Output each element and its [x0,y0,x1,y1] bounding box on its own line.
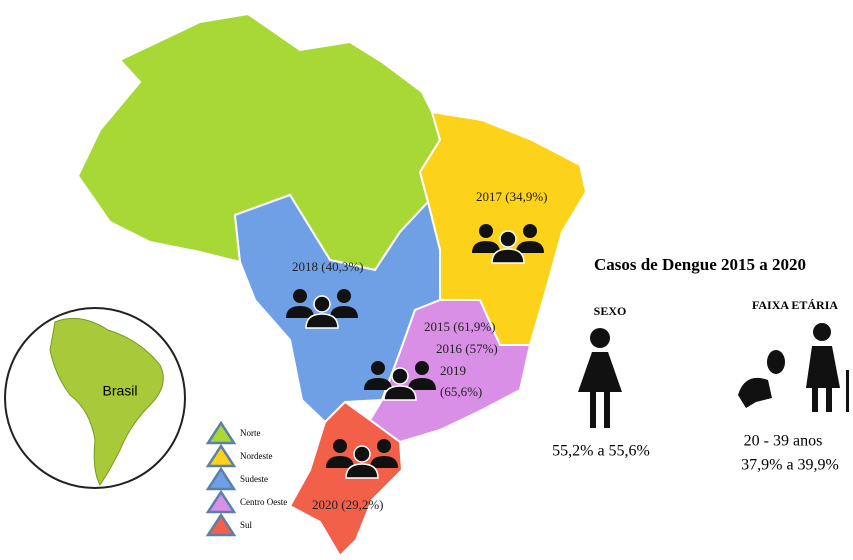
region-sudeste [368,299,532,444]
map-label: 2019 [440,363,466,378]
map-label: 2016 (57%) [436,341,498,356]
legend-label: Sudeste [240,474,268,484]
sexo-value: 55,2% a 55,6% [552,443,650,460]
inset-map: Brasil [4,307,186,489]
legend-swatch [205,443,237,468]
map-label: (65,6%) [440,384,482,399]
faixa-heading: FAIXA ETÁRIA [752,298,838,312]
map-label: 2017 (34,9%) [476,189,548,204]
legend-label: Sul [240,520,253,530]
sexo-heading: SEXO [594,304,627,318]
legend-swatch [205,466,237,491]
legend-swatch [205,420,237,445]
inset-label: Brasil [102,383,137,399]
map-label: 2020 (29,2%) [312,497,384,512]
legend-label: Centro Oeste [240,497,287,507]
region-sul [288,400,404,558]
map-label: 2018 (40,3%) [292,259,364,274]
map-label: 2015 (61,9%) [424,319,496,334]
brazil-map [76,12,588,558]
legend-swatch [205,489,237,514]
age-icons [738,323,849,412]
title: Casos de Dengue 2015 a 2020 [594,255,806,274]
faixa-range: 20 - 39 anos [744,433,823,450]
female-icon [578,328,622,428]
legend-label: Norte [240,428,261,438]
faixa-value: 37,9% a 39,9% [741,457,839,474]
legend-label: Nordeste [240,451,273,461]
legend-swatch [205,512,237,537]
legend: Norte Nordeste Sudeste Centro Oeste Sul [205,420,287,537]
